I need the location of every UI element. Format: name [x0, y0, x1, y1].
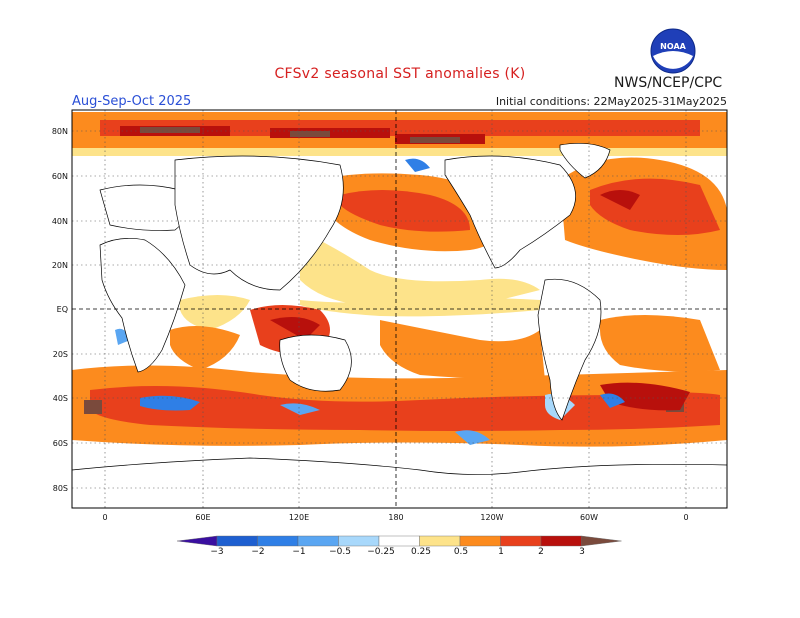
lon-label-60w: 60W [579, 513, 599, 522]
colorbar-bin [257, 535, 299, 547]
lat-label-80s: 80S [52, 484, 68, 493]
colorbar-tick: −0.5 [329, 547, 351, 557]
season-label: Aug-Sep-Oct 2025 [72, 94, 192, 109]
colorbar-bin [581, 535, 622, 547]
lon-label-180: 180 [388, 513, 404, 522]
colorbar-tick: −2 [251, 547, 265, 557]
lat-label-60n: 60N [51, 172, 68, 181]
colorbar-tick: −0.25 [367, 547, 395, 557]
colorbar-tick: 3 [579, 547, 585, 557]
anomaly-field [72, 110, 727, 508]
colorbar-tick: 0.25 [410, 547, 432, 557]
map-frame [71, 109, 728, 509]
colorbar-bin [297, 535, 339, 547]
colorbar-bin [419, 535, 461, 547]
figure-title: CFSv2 seasonal SST anomalies (K) [274, 66, 526, 82]
colorbar-bin [216, 535, 258, 547]
colorbar-bin [338, 535, 380, 547]
lat-label-40n: 40N [51, 217, 68, 226]
colorbar-bin [540, 535, 582, 547]
initial-conditions-label: Initial conditions: 22May2025-31May2025 [495, 95, 727, 108]
noaa-logo: NOAA [650, 28, 696, 74]
lat-label-80n: 80N [51, 127, 68, 136]
lon-label-60e: 60E [195, 513, 211, 522]
lat-label-20s: 20S [52, 350, 68, 359]
colorbar-tick: 1 [498, 547, 504, 557]
colorbar-bin [378, 535, 420, 547]
colorbar-bin [459, 535, 501, 547]
colorbar-tick: −1 [292, 547, 306, 557]
agency-label: NWS/NCEP/CPC [614, 75, 723, 91]
lat-label-eq: EQ [56, 305, 68, 314]
lat-label-40s: 40S [52, 394, 68, 403]
lon-label-0: 0 [102, 513, 108, 522]
colorbar-tick: −3 [210, 547, 224, 557]
land-outlines [72, 143, 727, 508]
colorbar-bin [176, 535, 218, 547]
reference-lines [72, 110, 727, 508]
lat-label-20n: 20N [51, 261, 68, 270]
lon-label-120e: 120E [288, 513, 310, 522]
lon-label-120w: 120W [480, 513, 504, 522]
svg-text:NOAA: NOAA [660, 42, 686, 51]
lat-label-60s: 60S [52, 439, 68, 448]
colorbar-tick: 0.5 [453, 547, 469, 557]
colorbar-tick: 2 [538, 547, 544, 557]
lon-label-0-east: 0 [683, 513, 689, 522]
colorbar-bin [500, 535, 542, 547]
